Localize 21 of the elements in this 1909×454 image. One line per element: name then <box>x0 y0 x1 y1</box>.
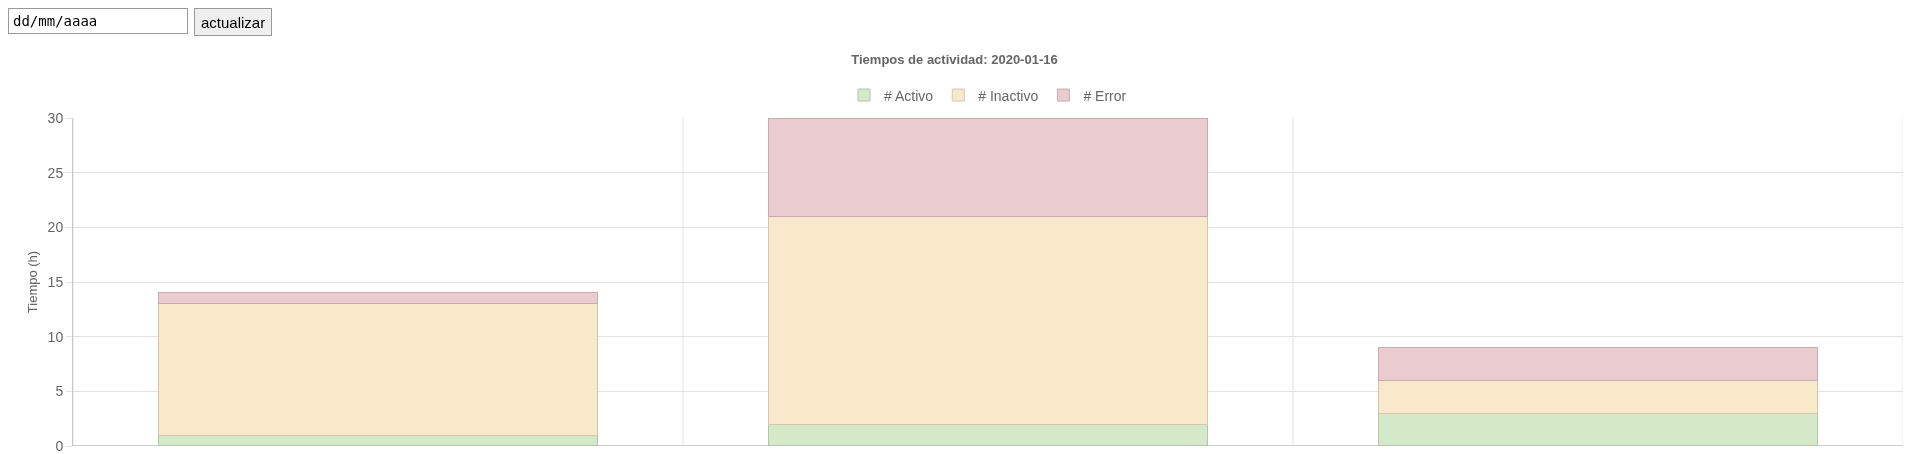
bar <box>157 303 599 436</box>
y-axis-title: Tiempo (h) <box>25 250 40 314</box>
bar <box>1377 379 1819 414</box>
chart-title: Tiempos de actividad: 2020-01-16 <box>851 51 1058 67</box>
legend-label: # Activo <box>884 87 934 104</box>
y-tick-label: 0 <box>55 437 64 454</box>
bar <box>767 118 1209 217</box>
bar <box>1377 347 1819 381</box>
y-tick-label: 30 <box>47 109 64 126</box>
date-field: dd/mm/aaaa <box>8 8 188 34</box>
y-tick-label: 5 <box>55 383 64 400</box>
legend-label: # Inactivo <box>978 87 1039 104</box>
bar <box>1377 412 1819 446</box>
y-tick-label: 15 <box>47 273 64 290</box>
update-button: actualizar <box>194 8 273 36</box>
bar <box>157 292 599 305</box>
y-tick-label: 25 <box>47 164 64 181</box>
bar <box>767 215 1209 425</box>
y-tick-label: 20 <box>47 219 64 236</box>
legend-label: # Error <box>1083 87 1127 104</box>
y-tick-label: 10 <box>47 328 64 345</box>
